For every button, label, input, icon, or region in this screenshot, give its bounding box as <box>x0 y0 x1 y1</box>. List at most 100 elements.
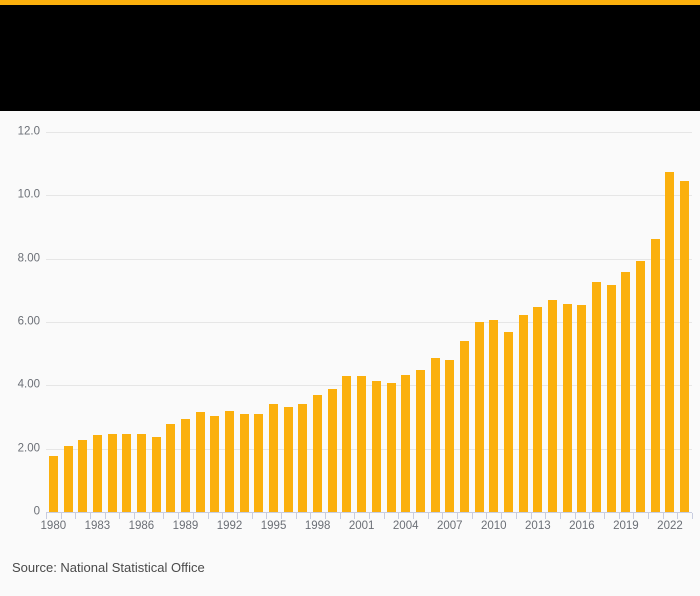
bar[interactable] <box>136 434 146 512</box>
x-axis-tick <box>222 513 224 519</box>
x-axis-tick <box>90 513 92 519</box>
bar[interactable] <box>48 455 58 512</box>
bar[interactable] <box>636 260 646 512</box>
x-axis-tick <box>266 513 268 519</box>
x-axis-tick <box>530 513 532 519</box>
x-axis-tick <box>339 513 341 519</box>
x-axis-tick <box>633 513 635 519</box>
bar[interactable] <box>503 332 513 512</box>
bar[interactable] <box>562 303 572 512</box>
bar[interactable] <box>577 304 587 512</box>
y-axis-tick-label: 0 <box>33 505 40 518</box>
x-axis-tick-label: 2001 <box>348 520 375 532</box>
bar[interactable] <box>327 388 337 512</box>
bar[interactable] <box>474 322 484 512</box>
bar[interactable] <box>401 374 411 512</box>
x-axis-tick-label: 1989 <box>172 520 199 532</box>
chart-area: 0 2.00 4.00 6.00 8.00 10.0 12.0 1980 1983 1986 19… <box>0 111 700 546</box>
chart-title-band <box>0 5 700 111</box>
bar[interactable] <box>107 433 117 512</box>
bar[interactable] <box>166 423 176 512</box>
bar[interactable] <box>621 271 631 512</box>
bar[interactable] <box>489 320 499 512</box>
x-axis-tick <box>589 513 591 519</box>
x-axis-tick <box>148 513 150 519</box>
bar[interactable] <box>283 407 293 512</box>
bar[interactable] <box>386 383 396 512</box>
bar[interactable] <box>445 360 455 512</box>
x-axis-tick-label: 1986 <box>128 520 155 532</box>
x-axis-tick <box>207 513 209 519</box>
x-axis-tick <box>104 513 106 519</box>
bar[interactable] <box>298 404 308 512</box>
y-axis-tick-label: 8.00 <box>17 251 40 264</box>
x-axis-tick-label: 2010 <box>480 520 507 532</box>
x-axis-tick-label: 2013 <box>525 520 551 532</box>
x-axis-tick <box>647 513 649 519</box>
x-axis-tick <box>398 513 400 519</box>
bar[interactable] <box>254 413 264 512</box>
x-axis-tick <box>75 513 77 519</box>
bar[interactable] <box>342 376 352 512</box>
x-axis-tick-label: 1998 <box>304 520 331 532</box>
bar[interactable] <box>430 357 440 512</box>
y-axis-tick-label: 6.00 <box>17 315 40 328</box>
x-axis-tick <box>545 513 547 519</box>
x-axis-tick <box>442 513 444 519</box>
bar[interactable] <box>415 369 425 512</box>
x-axis-tick-label: 1980 <box>40 520 67 532</box>
x-axis-line <box>46 512 692 513</box>
x-axis-tick <box>236 513 238 519</box>
x-axis-tick <box>501 513 503 519</box>
y-axis-tick-label: 12.0 <box>17 125 40 138</box>
x-axis-tick-label: 2007 <box>436 520 463 532</box>
bar[interactable] <box>548 300 558 512</box>
gridline <box>46 195 692 197</box>
gridline <box>46 132 692 133</box>
bar[interactable] <box>151 436 161 512</box>
bar[interactable] <box>180 419 190 512</box>
bar[interactable] <box>122 434 132 512</box>
bar[interactable] <box>592 282 602 512</box>
x-axis-tick <box>413 513 415 519</box>
bar[interactable] <box>210 415 220 512</box>
bar[interactable] <box>665 171 675 512</box>
gridline <box>46 448 692 450</box>
x-axis-tick <box>46 513 47 519</box>
x-axis-tick <box>618 513 620 519</box>
x-axis-tick <box>677 513 679 519</box>
x-axis-tick <box>251 513 253 519</box>
x-axis-tick <box>486 513 488 519</box>
plot-region <box>46 132 692 512</box>
bar[interactable] <box>63 446 73 512</box>
chart-footer: Source: National Statistical Office <box>0 546 700 596</box>
bar[interactable] <box>680 181 690 512</box>
bar[interactable] <box>357 375 367 512</box>
x-axis-tick-label: 1992 <box>216 520 243 532</box>
bar[interactable] <box>92 434 102 512</box>
x-axis-tick <box>603 513 605 519</box>
x-axis-tick <box>60 513 62 519</box>
bar[interactable] <box>606 284 616 512</box>
bar[interactable] <box>225 410 235 512</box>
bar[interactable] <box>518 315 528 512</box>
bar[interactable] <box>269 403 279 512</box>
x-axis-tick <box>369 513 370 519</box>
x-axis-tick-label: 1983 <box>84 520 111 532</box>
bar[interactable] <box>195 411 205 512</box>
x-axis-tick <box>383 513 385 519</box>
bar[interactable] <box>371 380 381 512</box>
gridline <box>46 258 692 260</box>
x-axis-tick <box>515 513 517 519</box>
bar[interactable] <box>239 414 249 512</box>
bar[interactable] <box>650 239 660 512</box>
bar[interactable] <box>78 439 88 512</box>
bar[interactable] <box>533 306 543 512</box>
x-axis-tick-label: 2004 <box>392 520 419 532</box>
x-axis-tick <box>295 513 297 519</box>
x-axis-tick-label: 2019 <box>613 520 639 532</box>
bar[interactable] <box>313 394 323 512</box>
bar[interactable] <box>459 341 469 512</box>
x-axis-tick <box>662 513 664 519</box>
